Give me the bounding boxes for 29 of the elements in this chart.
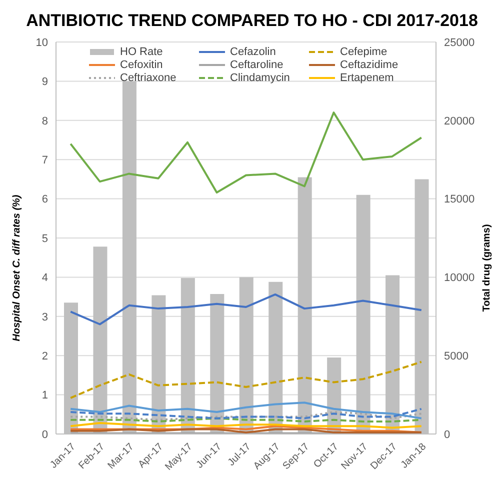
y2-axis-title: Total drug (grams) xyxy=(482,224,492,312)
legend-label: Cefazolin xyxy=(230,46,276,58)
y-tick-label: 8 xyxy=(42,115,48,128)
legend-label: Ceftriaxone xyxy=(120,72,176,84)
y2-tick-label: 0 xyxy=(444,428,450,441)
y-tick-label: 1 xyxy=(42,390,48,402)
y-tick-label: 7 xyxy=(42,154,48,167)
y-tick-label: 3 xyxy=(42,311,48,324)
legend-label: Cefepime xyxy=(340,46,388,58)
y2-tick-label: 25000 xyxy=(444,36,475,49)
chart-title: ANTIBIOTIC TREND COMPARED TO HO - CDI 2017-2018 xyxy=(25,10,479,32)
y-tick-label: 4 xyxy=(42,272,48,284)
y-tick-label: 10 xyxy=(36,36,48,49)
y-axis-title: Hospital Onset C. diff rates (%) xyxy=(12,194,22,342)
legend-label: Ertapenem xyxy=(340,72,394,84)
y-tick-label: 5 xyxy=(42,232,48,245)
y2-tick-label: 5000 xyxy=(444,350,468,363)
legend-label: Clindamycin xyxy=(230,72,290,84)
legend-label: HO Rate xyxy=(120,46,163,58)
y-tick-label: 9 xyxy=(42,76,48,88)
y2-tick-label: 15000 xyxy=(444,194,475,206)
y-tick-label: 0 xyxy=(42,428,48,441)
y-tick-label: 2 xyxy=(42,350,48,363)
y2-tick-label: 20000 xyxy=(444,115,475,128)
legend-label: Cefoxitin xyxy=(120,59,163,71)
legend-label: Ceftaroline xyxy=(230,59,284,71)
y-tick-label: 6 xyxy=(42,194,48,206)
legend-label: Ceftazidime xyxy=(340,59,398,71)
y2-tick-label: 10000 xyxy=(444,272,475,284)
